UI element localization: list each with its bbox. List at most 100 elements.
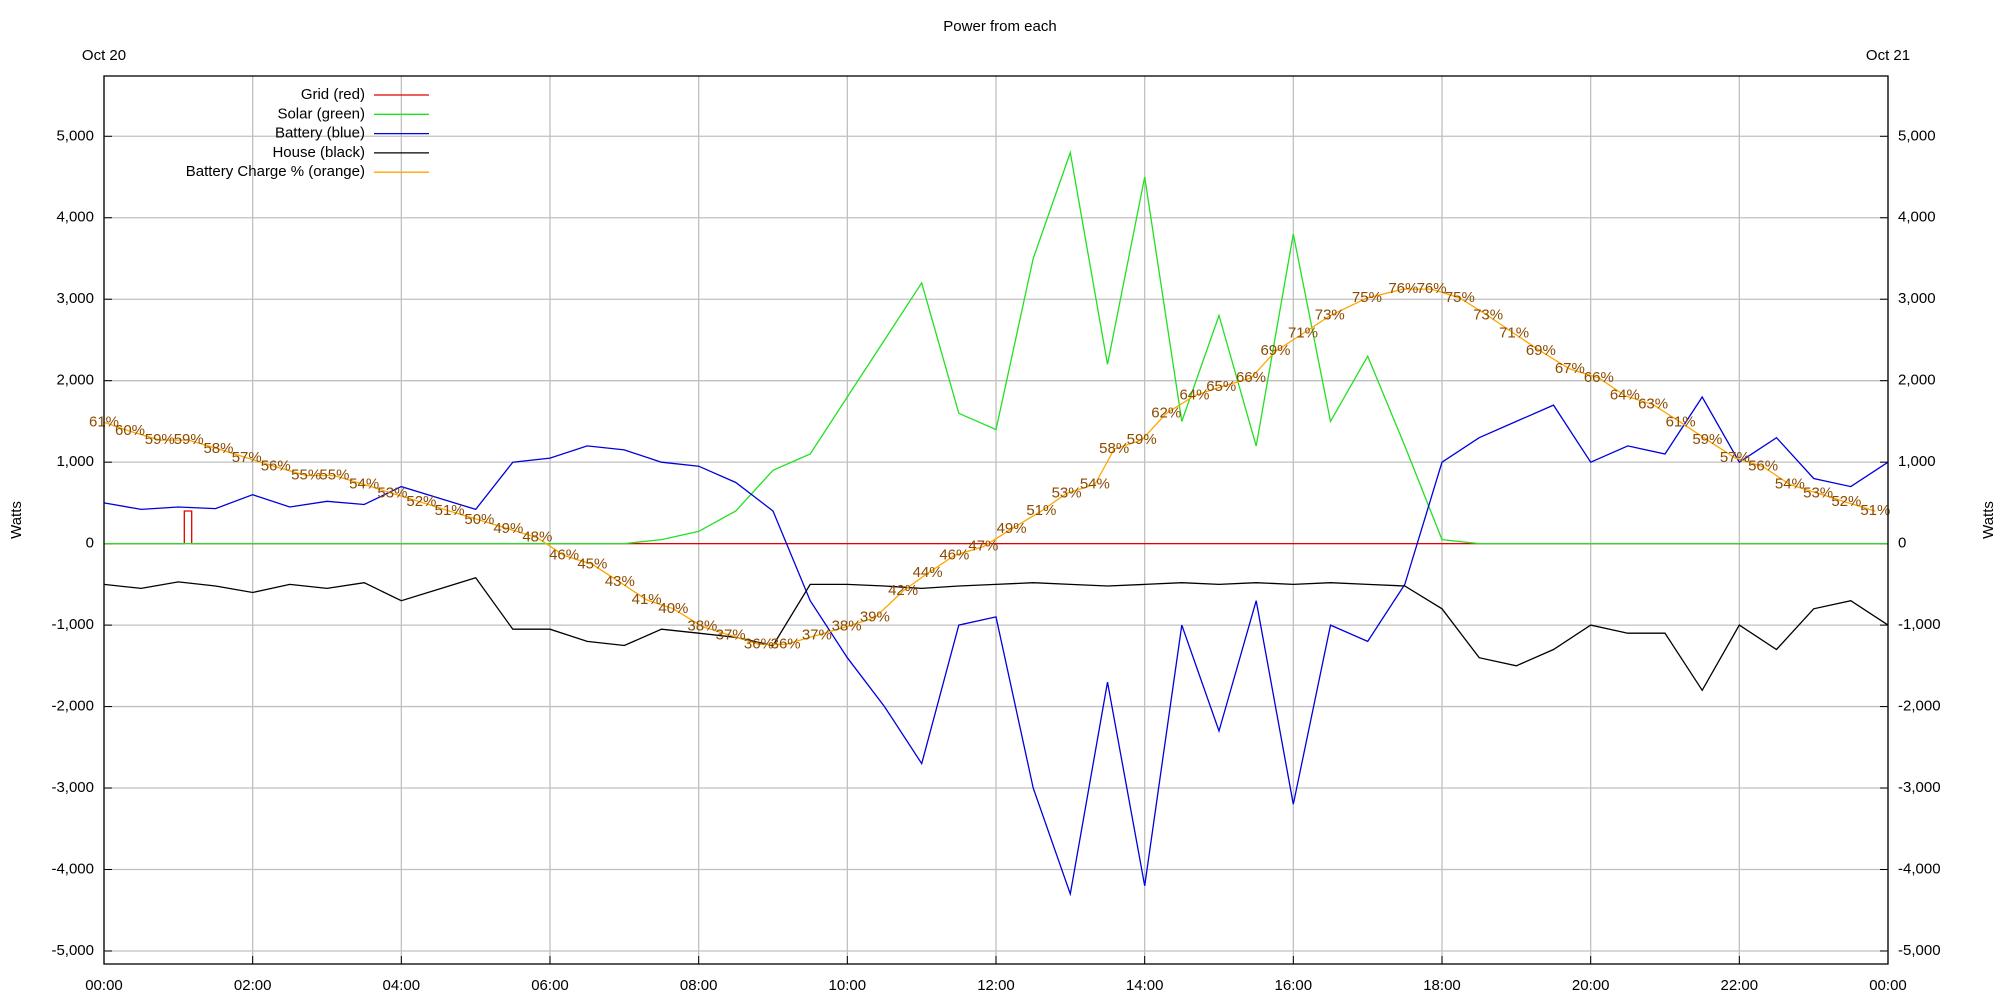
data-label: 57% (1720, 449, 1750, 466)
data-label: 59% (145, 431, 175, 448)
data-label: 69% (1526, 342, 1556, 359)
data-label: 51% (435, 502, 465, 519)
y-tick-label: 5,000 (56, 127, 94, 144)
data-label: 52% (406, 493, 436, 510)
data-label: 39% (860, 609, 890, 626)
data-label: 61% (1666, 413, 1696, 430)
x-tick-label: 06:00 (531, 977, 569, 994)
y-tick-label: 2,000 (1898, 372, 1936, 389)
series-line (103, 577, 1889, 692)
data-label: 40% (658, 600, 688, 617)
data-label: 55% (291, 467, 321, 484)
y-tick-label: 1,000 (1898, 453, 1936, 470)
x-tick-label: 16:00 (1275, 977, 1313, 994)
y-tick-label: 5,000 (1898, 127, 1936, 144)
y-tick-label: -4,000 (51, 860, 94, 877)
data-label: 49% (493, 520, 523, 537)
y-tick-label: 4,000 (1898, 209, 1936, 226)
y-tick-label: -4,000 (1898, 860, 1941, 877)
y-tick-label: 3,000 (56, 290, 94, 307)
x-tick-label: 04:00 (383, 977, 421, 994)
data-label: 76% (1388, 280, 1418, 297)
data-label: 66% (1236, 369, 1266, 386)
data-label: 60% (115, 422, 145, 439)
y-tick-label: 3,000 (1898, 290, 1936, 307)
data-label: 43% (605, 573, 635, 590)
data-label: 54% (1080, 475, 1110, 492)
y-tick-label: -3,000 (1898, 779, 1941, 796)
data-label: 49% (997, 520, 1027, 537)
series-line (103, 288, 1876, 645)
y-tick-label: -1,000 (51, 616, 94, 633)
data-label: 53% (377, 484, 407, 501)
data-label: 51% (1026, 502, 1056, 519)
legend-label: Grid (red) (301, 86, 365, 103)
data-label: 73% (1473, 307, 1503, 324)
data-label: 56% (261, 458, 291, 475)
y-tick-label: 0 (86, 535, 94, 552)
data-label: 75% (1352, 289, 1382, 306)
y-tick-label: -5,000 (51, 942, 94, 959)
data-label: 56% (1748, 458, 1778, 475)
data-label: 76% (1417, 280, 1447, 297)
x-tick-label: 20:00 (1572, 977, 1610, 994)
data-label: 45% (577, 555, 607, 572)
data-label: 48% (522, 529, 552, 546)
data-label: 53% (1052, 484, 1082, 501)
x-tick-label: 02:00 (234, 977, 272, 994)
data-label: 42% (888, 582, 918, 599)
y-tick-label: 2,000 (56, 372, 94, 389)
data-label: 54% (349, 475, 379, 492)
y-tick-label: -2,000 (51, 698, 94, 715)
x-tick-label: 22:00 (1721, 977, 1759, 994)
data-label: 67% (1555, 360, 1585, 377)
data-label: 58% (1099, 440, 1129, 457)
y-tick-label: -3,000 (51, 779, 94, 796)
data-label: 71% (1288, 324, 1318, 341)
data-label: 71% (1499, 324, 1529, 341)
data-label: 52% (1831, 493, 1861, 510)
data-label: 65% (1206, 378, 1236, 395)
series-line (104, 150, 1888, 545)
data-label: 46% (549, 546, 579, 563)
data-label: 55% (319, 467, 349, 484)
data-label: 59% (174, 431, 204, 448)
data-label: 59% (1127, 431, 1157, 448)
legend-label: Battery Charge % (orange) (186, 163, 365, 180)
data-label: 37% (802, 626, 832, 643)
y-tick-label: -1,000 (1898, 616, 1941, 633)
y-tick-label: 0 (1898, 535, 1906, 552)
data-label: 46% (939, 546, 969, 563)
y-tick-label: -5,000 (1898, 942, 1941, 959)
x-tick-label: 08:00 (680, 977, 718, 994)
date-label: Oct 20 (82, 47, 126, 64)
data-label: 54% (1775, 475, 1805, 492)
legend-label: House (black) (272, 144, 365, 161)
chart-title: Power from each (943, 18, 1056, 35)
data-label: 58% (203, 440, 233, 457)
data-label: 64% (1610, 387, 1640, 404)
data-label: 73% (1315, 307, 1345, 324)
data-label: 62% (1151, 404, 1181, 421)
data-label: 38% (687, 618, 717, 635)
x-tick-label: 10:00 (829, 977, 867, 994)
data-label: 37% (716, 626, 746, 643)
series-line (103, 395, 1889, 897)
data-label: 36% (771, 635, 801, 652)
data-label: 69% (1260, 342, 1290, 359)
y-tick-label: 1,000 (56, 453, 94, 470)
x-tick-label: 18:00 (1423, 977, 1461, 994)
date-label: Oct 21 (1866, 47, 1910, 64)
x-tick-label: 14:00 (1126, 977, 1164, 994)
x-tick-label: 00:00 (85, 977, 123, 994)
data-label: 47% (968, 538, 998, 555)
y-tick-label: 4,000 (56, 209, 94, 226)
data-label: 75% (1445, 289, 1475, 306)
data-label: 51% (1860, 502, 1890, 519)
y-tick-label: -2,000 (1898, 698, 1941, 715)
data-label: 44% (913, 564, 943, 581)
data-label: 66% (1584, 369, 1614, 386)
data-label: 57% (232, 449, 262, 466)
plot-frame (103, 75, 1889, 965)
data-label: 36% (744, 635, 774, 652)
